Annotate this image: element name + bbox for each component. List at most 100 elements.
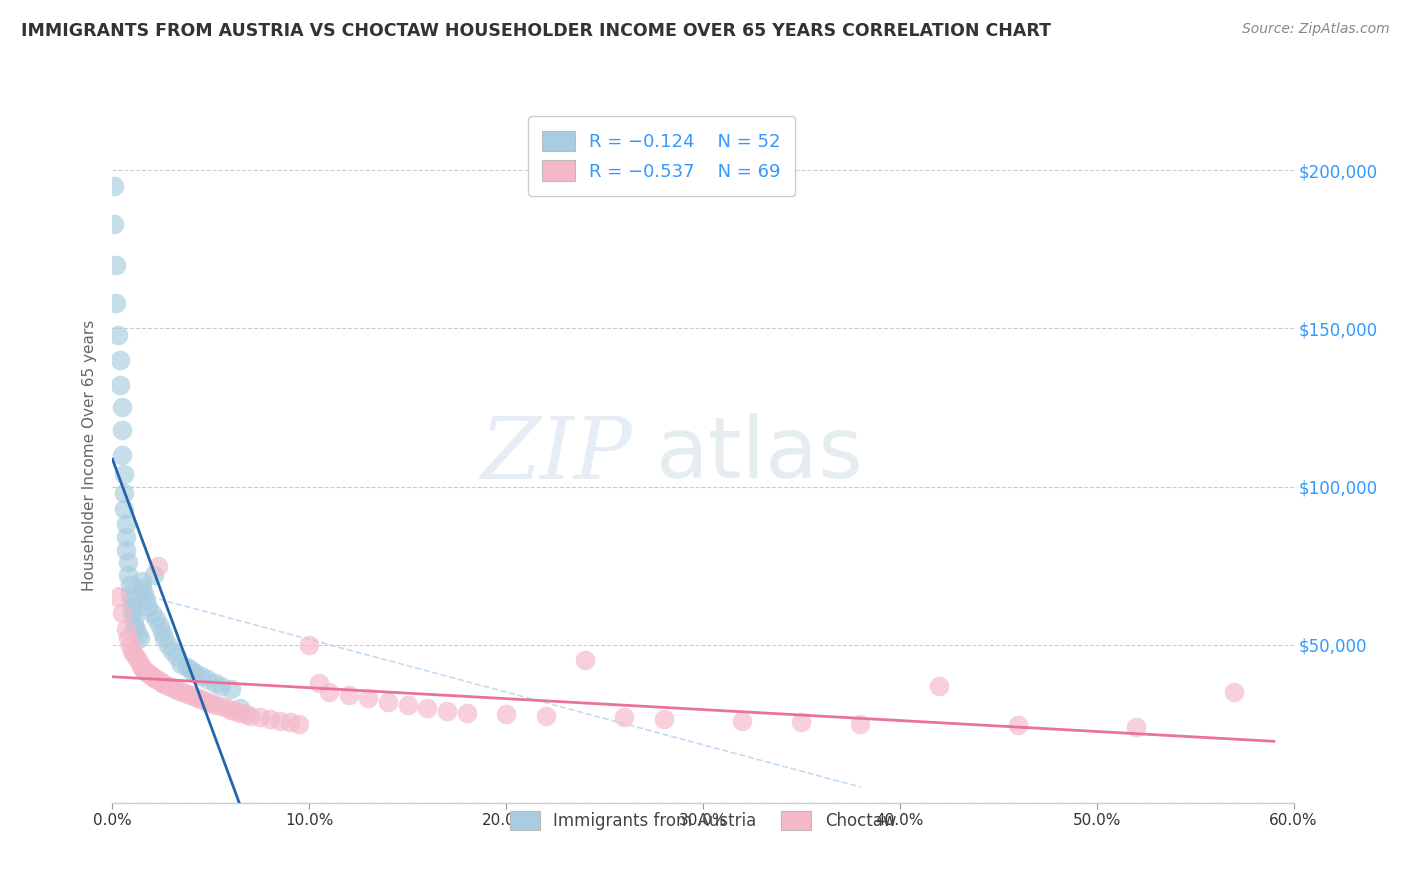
- Point: [115, 542, 138, 557]
- Point: [120, 577, 142, 591]
- Point: [288, 716, 311, 731]
- Point: [131, 660, 153, 674]
- Point: [495, 707, 517, 722]
- Point: [204, 698, 226, 712]
- Point: [652, 712, 675, 726]
- Text: Source: ZipAtlas.com: Source: ZipAtlas.com: [1241, 22, 1389, 37]
- Point: [613, 710, 636, 724]
- Point: [115, 530, 138, 544]
- Point: [172, 685, 194, 699]
- Text: ZIP: ZIP: [481, 414, 633, 496]
- Point: [229, 706, 252, 720]
- Point: [121, 606, 143, 620]
- Point: [117, 568, 139, 582]
- Point: [219, 681, 242, 696]
- Point: [105, 296, 128, 310]
- Point: [115, 517, 138, 532]
- Point: [111, 606, 134, 620]
- Point: [111, 448, 134, 462]
- Point: [105, 258, 128, 272]
- Point: [215, 701, 238, 715]
- Point: [165, 681, 187, 696]
- Point: [574, 653, 596, 667]
- Point: [180, 688, 202, 702]
- Point: [131, 581, 153, 595]
- Point: [308, 675, 330, 690]
- Point: [928, 679, 950, 693]
- Point: [224, 704, 246, 718]
- Point: [436, 704, 458, 718]
- Point: [170, 657, 193, 671]
- Point: [131, 661, 153, 675]
- Point: [136, 599, 159, 614]
- Point: [111, 423, 134, 437]
- Point: [132, 663, 155, 677]
- Point: [456, 706, 478, 720]
- Point: [190, 669, 212, 683]
- Point: [146, 558, 169, 573]
- Point: [166, 650, 188, 665]
- Point: [176, 687, 198, 701]
- Point: [318, 685, 340, 699]
- Point: [396, 698, 419, 712]
- Point: [110, 378, 132, 392]
- Point: [139, 667, 162, 681]
- Point: [731, 714, 754, 728]
- Point: [229, 701, 252, 715]
- Point: [121, 644, 143, 658]
- Point: [150, 625, 173, 640]
- Point: [149, 618, 172, 632]
- Point: [184, 666, 207, 681]
- Point: [534, 708, 557, 723]
- Point: [160, 644, 183, 658]
- Point: [169, 683, 191, 698]
- Point: [184, 690, 207, 704]
- Point: [117, 556, 139, 570]
- Point: [235, 707, 257, 722]
- Point: [136, 666, 159, 681]
- Point: [112, 501, 135, 516]
- Point: [135, 593, 157, 607]
- Point: [1223, 685, 1246, 699]
- Y-axis label: Householder Income Over 65 years: Householder Income Over 65 years: [82, 319, 97, 591]
- Point: [180, 663, 202, 677]
- Point: [115, 622, 138, 636]
- Point: [103, 179, 125, 194]
- Text: IMMIGRANTS FROM AUSTRIA VS CHOCTAW HOUSEHOLDER INCOME OVER 65 YEARS CORRELATION : IMMIGRANTS FROM AUSTRIA VS CHOCTAW HOUSE…: [21, 22, 1052, 40]
- Point: [1125, 720, 1147, 734]
- Point: [195, 695, 218, 709]
- Point: [142, 568, 165, 582]
- Point: [122, 647, 145, 661]
- Point: [269, 714, 291, 728]
- Point: [204, 675, 226, 690]
- Point: [112, 486, 135, 500]
- Point: [357, 691, 380, 706]
- Point: [135, 665, 157, 679]
- Point: [160, 681, 183, 695]
- Point: [849, 716, 872, 731]
- Point: [176, 660, 198, 674]
- Point: [141, 606, 163, 620]
- Point: [298, 638, 321, 652]
- Legend: Immigrants from Austria, Choctaw: Immigrants from Austria, Choctaw: [496, 797, 910, 843]
- Point: [145, 612, 167, 626]
- Point: [103, 217, 125, 231]
- Point: [112, 467, 135, 481]
- Point: [337, 688, 360, 702]
- Point: [1007, 718, 1029, 732]
- Point: [111, 401, 134, 415]
- Point: [121, 599, 143, 614]
- Point: [131, 574, 153, 589]
- Point: [219, 702, 242, 716]
- Point: [107, 591, 129, 605]
- Point: [191, 693, 214, 707]
- Point: [259, 712, 281, 726]
- Point: [127, 653, 149, 667]
- Point: [125, 650, 148, 665]
- Point: [156, 638, 179, 652]
- Point: [377, 695, 399, 709]
- Point: [125, 622, 148, 636]
- Point: [188, 691, 211, 706]
- Point: [195, 673, 218, 687]
- Point: [120, 587, 142, 601]
